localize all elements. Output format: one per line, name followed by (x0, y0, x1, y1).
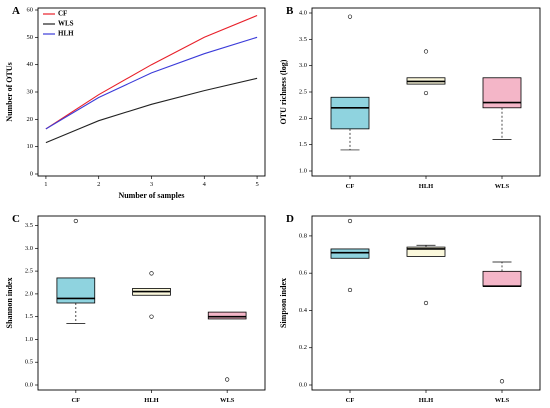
y-tick-label: 1.0 (25, 336, 33, 343)
y-axis-label: OTU richness (log) (279, 59, 288, 124)
legend-label: CF (58, 10, 67, 18)
panel-D-frame (311, 215, 541, 391)
y-tick-label: 3.0 (299, 62, 307, 69)
y-tick-label: 1.5 (299, 141, 307, 148)
box-body (330, 248, 370, 259)
x-category-label: CF (71, 397, 80, 404)
y-tick-label: 40 (27, 61, 34, 68)
y-tick-label: 1.5 (25, 313, 33, 320)
x-category-label: WLS (495, 397, 510, 404)
y-tick-label: 30 (27, 88, 34, 95)
outlier-point (225, 377, 230, 382)
series-line-hlh (45, 36, 258, 130)
outlier-point (347, 218, 353, 224)
x-category-label: CF (346, 183, 355, 190)
y-axis-label: Number of OTUs (5, 62, 14, 121)
box-body (330, 96, 370, 130)
y-tick-label: 3.5 (299, 36, 307, 43)
box-hlh (406, 49, 446, 96)
panel-B: B 1.0 1.5 2.0 2.5 3.0 3.5 4.0 OTU richness (log)… (279, 5, 541, 190)
y-tick-label: 60 (27, 6, 34, 13)
series-line-cf (45, 14, 258, 130)
y-tick-label: 2.5 (25, 268, 33, 275)
x-tick-label: 4 (203, 181, 207, 188)
legend-label: WLS (58, 20, 74, 28)
y-axis-label: Simpson index (279, 278, 288, 328)
box-hlh (132, 271, 171, 319)
x-tick-label: 2 (97, 181, 100, 188)
y-tick-label: 4.0 (299, 9, 307, 16)
outlier-point (73, 218, 78, 224)
y-tick-label: 20 (27, 116, 34, 123)
x-category-label: CF (346, 397, 355, 404)
box-body (406, 246, 446, 257)
x-axis-label: Number of samples (118, 191, 184, 200)
box-wls (207, 311, 247, 382)
y-tick-label: 0 (30, 170, 33, 177)
x-tick-label: 3 (150, 181, 153, 188)
y-tick-label: 0.5 (25, 359, 33, 366)
y-tick-label: 3.5 (25, 222, 33, 229)
y-tick-label: 3.0 (25, 245, 33, 252)
outlier-point (423, 90, 429, 96)
y-tick-label: 0.4 (299, 307, 308, 314)
y-tick-label: 1.0 (299, 167, 307, 174)
box-wls (482, 77, 522, 140)
panel-A: A 0 10 20 30 40 50 60 Number of OTUs 1 2 3 4 5 Number … (5, 5, 266, 200)
x-tick-label: 1 (44, 181, 47, 188)
y-axis-label: Shannon index (5, 278, 14, 329)
panel-letter: C (12, 213, 20, 225)
panel-letter: D (286, 213, 294, 225)
x-category-label: HLH (419, 183, 433, 190)
y-tick-label: 2.0 (25, 290, 33, 297)
box-body (207, 311, 247, 320)
outlier-point (423, 300, 429, 306)
panel-C: C 0.0 0.5 1.0 1.5 2.0 2.5 3.0 3.5 Shannon index CF… (5, 213, 266, 404)
x-category-label: HLH (144, 397, 158, 404)
outlier-point (347, 14, 353, 19)
box-hlh (406, 244, 446, 306)
box-cf (330, 14, 370, 151)
panel-letter: A (12, 5, 20, 17)
x-category-label: WLS (220, 397, 235, 404)
outlier-point (423, 49, 429, 54)
outlier-point (149, 314, 154, 319)
box-body (482, 270, 522, 287)
box-wls (482, 261, 522, 384)
series-line-wls (45, 77, 258, 144)
x-category-label: WLS (495, 183, 510, 190)
y-tick-label: 0.6 (299, 270, 308, 277)
y-tick-label: 0.2 (299, 344, 307, 351)
panel-letter: B (286, 5, 294, 17)
y-tick-label: 0.8 (299, 232, 307, 239)
outlier-point (347, 287, 353, 293)
x-category-label: HLH (419, 397, 433, 404)
legend-label: HLH (58, 30, 74, 38)
outlier-point (149, 271, 154, 276)
y-tick-label: 0.0 (299, 381, 307, 388)
box-cf (56, 218, 96, 324)
y-tick-label: 2.5 (299, 88, 307, 95)
box-cf (330, 218, 370, 293)
y-tick-label: 10 (27, 143, 34, 150)
y-tick-label: 50 (27, 34, 34, 41)
y-tick-label: 0.0 (25, 381, 33, 388)
panel-D: D 0.0 0.2 0.4 0.6 0.8 Simpson index CF HLH WLS (279, 213, 541, 404)
outlier-point (499, 379, 505, 384)
x-tick-label: 5 (255, 181, 258, 188)
y-tick-label: 2.0 (299, 115, 307, 122)
